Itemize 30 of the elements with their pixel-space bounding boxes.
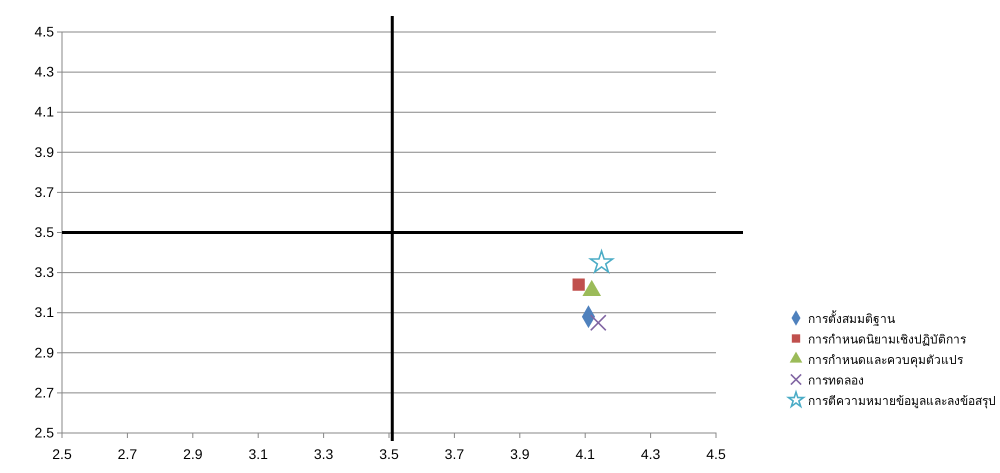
x-tick-label: 3.3 [314,446,334,462]
x-tick-label: 4.3 [640,446,661,462]
x-tick-label: 3.1 [248,446,268,462]
x-tick-label: 3.7 [444,446,464,462]
y-tick-label: 4.5 [34,23,54,40]
x-tick-label: 2.7 [118,446,138,462]
legend-label: การตั้งสมมติฐาน [808,310,895,326]
y-tick-label: 4.3 [34,64,54,80]
x-tick-label: 2.9 [183,446,203,462]
y-tick-label: 3.1 [34,304,54,320]
x-tick-label: 4.1 [575,446,596,462]
y-tick-label: 4.1 [34,104,54,120]
y-tick-label: 3.7 [34,184,54,200]
x-tick-label: 2.5 [52,446,72,462]
y-tick-label: 3.5 [34,224,54,240]
y-tick-label: 2.9 [34,344,54,360]
y-tick-label: 2.5 [34,424,54,440]
y-tick-label: 3.9 [34,144,54,160]
y-tick-label: 3.3 [34,264,54,280]
point [572,278,585,291]
x-tick-label: 3.5 [379,446,399,462]
legend-label: การกำหนดและควบคุมตัวแปร [808,353,964,368]
point [590,314,607,332]
legend-label: การกำหนดนิยามเชิงปฏิบัติการ [808,332,967,346]
x-tick-label: 3.9 [510,446,530,462]
x-tick-label: 4.5 [706,446,726,462]
legend-label: การตีความหมายข้อมูลและลงข้อสรุป [808,394,996,409]
legend-label: การทดลอง [808,374,864,388]
y-tick-label: 2.7 [34,384,54,400]
point [590,250,614,273]
